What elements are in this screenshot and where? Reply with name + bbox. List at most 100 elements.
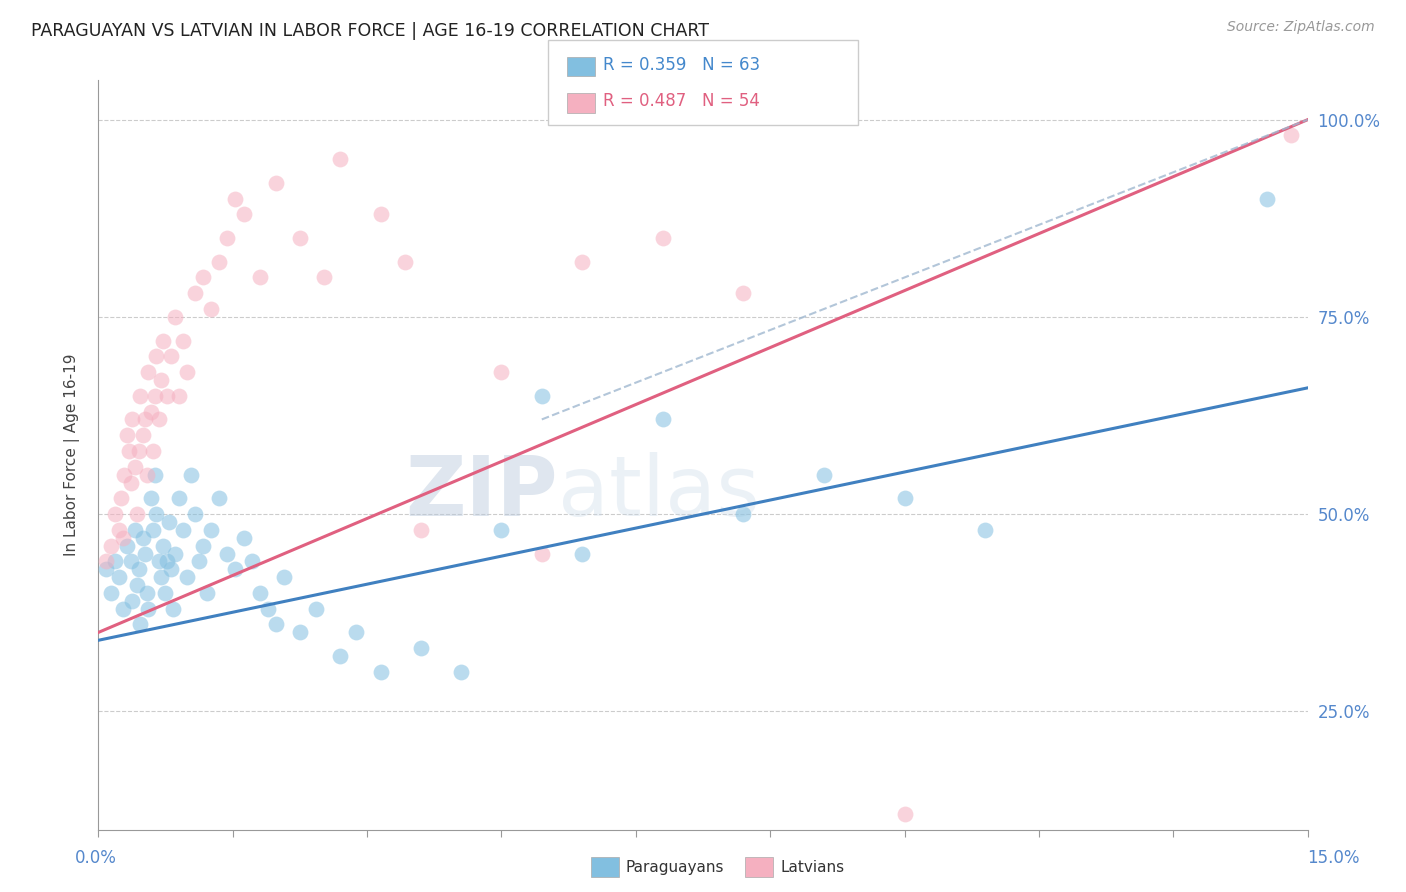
Point [256,601,278,615]
Point [1281,128,1303,143]
Point [184,507,207,521]
Point [193,539,215,553]
Point [264,176,287,190]
Point [217,547,239,561]
Point [288,625,311,640]
Point [121,594,143,608]
Point [163,547,186,561]
Point [273,570,295,584]
Text: 15.0%: 15.0% [1306,849,1360,867]
Text: Latvians: Latvians [780,860,845,874]
Point [160,349,183,363]
Point [305,601,328,615]
Point [145,349,167,363]
Point [200,301,222,316]
Point [152,334,174,348]
Point [208,254,231,268]
Point [139,491,162,506]
Point [103,554,125,568]
Text: PARAGUAYAN VS LATVIAN IN LABOR FORCE | AGE 16-19 CORRELATION CHART: PARAGUAYAN VS LATVIAN IN LABOR FORCE | A… [31,22,709,40]
Point [138,365,160,379]
Point [143,389,166,403]
Point [107,523,129,537]
Point [121,412,143,426]
Point [571,547,593,561]
Point [107,570,129,584]
Text: Paraguayans: Paraguayans [626,860,724,874]
Point [208,491,231,506]
Point [329,152,352,166]
Point [100,539,122,553]
Point [200,523,222,537]
Point [530,547,553,561]
Point [111,601,134,615]
Point [176,365,198,379]
Point [162,601,184,615]
Point [450,665,472,679]
Point [232,207,254,221]
Point [128,444,150,458]
Text: ZIP: ZIP [405,452,558,533]
Point [120,554,142,568]
Point [135,467,157,482]
Text: Source: ZipAtlas.com: Source: ZipAtlas.com [1227,20,1375,34]
Point [224,562,246,576]
Point [167,389,190,403]
Point [142,523,165,537]
Point [176,570,198,584]
Point [152,539,174,553]
Point [118,444,141,458]
Point [160,562,183,576]
Point [142,444,165,458]
Point [163,310,186,324]
Point [491,365,513,379]
Point [893,806,915,821]
Point [96,554,118,568]
Point [115,428,138,442]
Point [100,586,122,600]
Text: atlas: atlas [558,452,759,533]
Point [344,625,367,640]
Point [124,459,146,474]
Point [138,601,160,615]
Point [195,586,218,600]
Point [150,373,173,387]
Point [139,404,162,418]
Point [156,554,179,568]
Point [103,507,125,521]
Point [112,467,135,482]
Point [96,562,118,576]
Point [224,192,246,206]
Point [264,617,287,632]
Point [249,270,271,285]
Point [240,554,263,568]
Point [172,334,194,348]
Point [651,412,673,426]
Point [733,507,755,521]
Point [150,570,173,584]
Point [329,648,352,663]
Point [134,547,156,561]
Point [132,531,155,545]
Point [409,641,432,656]
Point [156,389,179,403]
Point [157,515,180,529]
Point [651,231,673,245]
Point [148,554,170,568]
Point [143,467,166,482]
Point [134,412,156,426]
Point [128,562,150,576]
Point [893,491,915,506]
Point [115,539,138,553]
Point [127,507,149,521]
Point [167,491,190,506]
Point [1256,192,1278,206]
Point [145,507,167,521]
Point [124,523,146,537]
Point [153,586,176,600]
Point [120,475,142,490]
Text: R = 0.487   N = 54: R = 0.487 N = 54 [603,93,761,111]
Point [249,586,271,600]
Point [127,578,149,592]
Point [288,231,311,245]
